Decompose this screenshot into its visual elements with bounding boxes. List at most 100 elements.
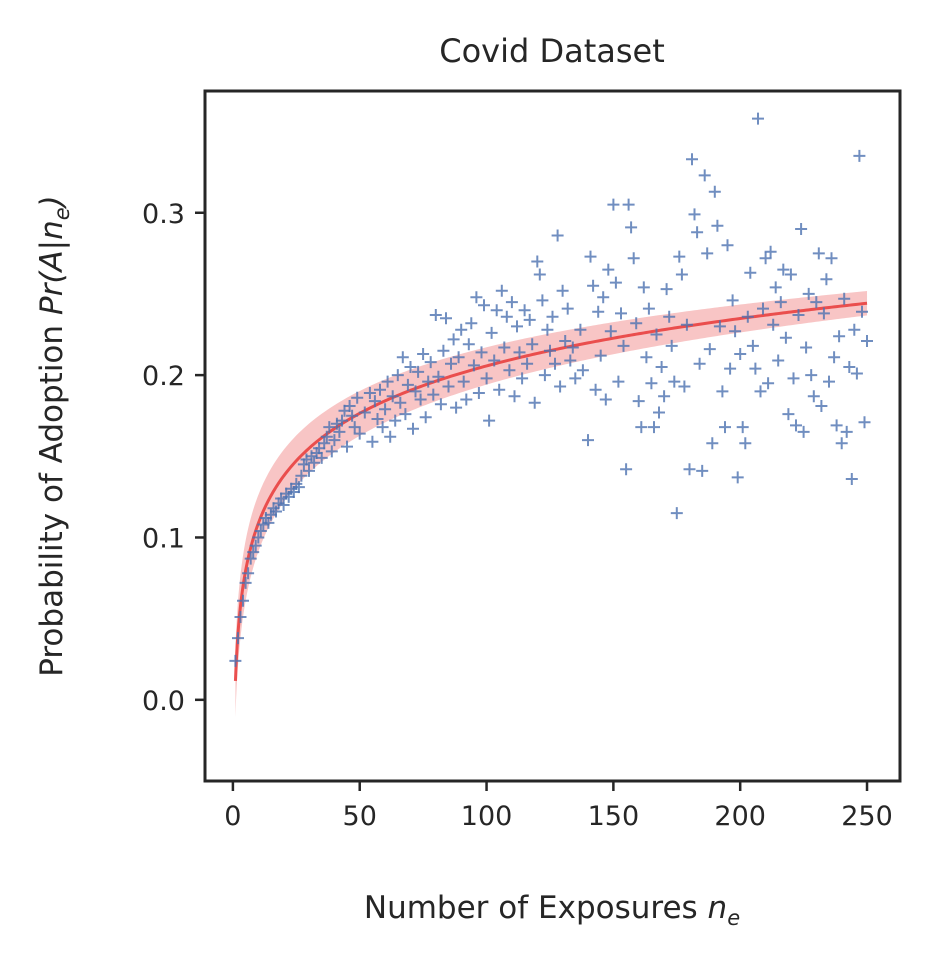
scatter-point: [861, 335, 873, 347]
scatter-point: [632, 395, 645, 408]
scatter-point: [325, 445, 338, 458]
x-tick-label: 0: [224, 801, 241, 832]
scatter-point: [716, 385, 729, 398]
scatter-point: [584, 250, 597, 263]
scatter-point: [802, 287, 815, 300]
scatter-point: [787, 372, 800, 385]
scatter-point: [637, 281, 650, 294]
scatter-point: [838, 292, 851, 305]
scatter-point: [612, 375, 625, 388]
scatter-point: [856, 305, 868, 318]
scatter-point: [401, 378, 414, 391]
scatter-point: [363, 387, 376, 399]
scatter-point: [858, 416, 871, 429]
scatter-point: [262, 516, 275, 529]
scatter-point: [234, 611, 247, 623]
scatter-point: [513, 346, 526, 359]
scatter-point: [820, 273, 833, 286]
y-axis-label: Probability of Adoption Pr(A|ne): [34, 195, 74, 677]
scatter-point: [795, 223, 808, 235]
scatter-point: [328, 434, 341, 447]
scatter-point: [800, 341, 813, 354]
scatter-point: [691, 226, 704, 239]
scatter-point: [462, 338, 475, 351]
scatter-point: [412, 365, 425, 378]
scatter-point: [434, 398, 447, 411]
scatter-point: [480, 372, 493, 385]
scatter-point: [648, 421, 660, 434]
x-axis-label-prefix: Number of Exposures: [364, 890, 708, 926]
scatter-point: [541, 323, 554, 336]
scatter-point: [407, 422, 419, 435]
scatter-point: [503, 364, 516, 377]
scatter-point: [817, 307, 830, 320]
scatter-point: [270, 505, 282, 518]
scatter-point: [384, 430, 397, 443]
scatter-point: [488, 354, 501, 367]
scatter-point: [587, 279, 600, 292]
scatter-point: [696, 464, 709, 477]
scatter-point: [640, 351, 653, 364]
scatter-point: [323, 421, 336, 434]
scatter-point: [604, 325, 617, 338]
scatter-point: [409, 385, 422, 398]
plot-frame: [203, 89, 902, 783]
scatter-point: [371, 413, 384, 425]
scatter-point: [726, 294, 739, 307]
scatter-point: [746, 339, 759, 352]
scatter-point: [653, 406, 665, 419]
scatter-point: [848, 323, 861, 336]
scatter-point: [538, 369, 551, 382]
scatter-point: [523, 313, 536, 326]
scatter-point: [500, 310, 513, 323]
scatter-point: [741, 310, 754, 323]
scatter-point: [675, 268, 688, 281]
scatter-point: [670, 507, 683, 520]
scatter-point: [478, 299, 490, 312]
y-axis-label-suffix: ): [34, 195, 70, 209]
scatter-point: [318, 437, 331, 450]
scatter-point: [713, 320, 726, 333]
scatter-point: [660, 283, 673, 296]
scatter-point: [516, 372, 529, 385]
scatter-point: [655, 361, 668, 373]
scatter-point: [627, 252, 640, 265]
scatter-point: [396, 351, 409, 364]
scatter-point: [645, 377, 658, 390]
scatter-point: [333, 425, 346, 438]
scatter-point: [303, 464, 315, 477]
scatter-point: [472, 387, 485, 399]
scatter-point: [622, 198, 635, 211]
scatter-point: [533, 268, 546, 281]
scatter-point: [668, 375, 681, 388]
scatter-points-layer: [229, 112, 873, 667]
scatter-point: [374, 383, 386, 396]
scatter-point: [823, 375, 835, 388]
scatter-point: [399, 408, 412, 421]
scatter-point: [292, 481, 305, 494]
scatter-point: [445, 357, 457, 370]
scatter-point: [511, 320, 523, 333]
scatter-point: [554, 380, 567, 393]
scatter-point: [752, 112, 764, 125]
scatter-point: [414, 393, 427, 406]
scatter-point: [703, 343, 716, 356]
scatter-point: [779, 331, 792, 344]
scatter-point: [419, 411, 432, 424]
scatter-point: [485, 326, 498, 339]
scatter-point: [734, 348, 747, 360]
scatter-point: [564, 354, 577, 367]
scatter-point: [427, 388, 440, 401]
scatter-point: [602, 263, 615, 276]
x-axis-label-var: n: [708, 890, 728, 926]
scatter-point: [452, 351, 465, 364]
scatter-point: [346, 409, 359, 422]
scatter-point: [835, 437, 848, 450]
scatter-point: [440, 312, 452, 325]
scatter-point: [254, 525, 267, 537]
scatter-point: [432, 370, 445, 383]
y-tick-label: 0.1: [142, 523, 185, 554]
scatter-point: [810, 296, 823, 309]
scatter-point: [493, 383, 506, 396]
